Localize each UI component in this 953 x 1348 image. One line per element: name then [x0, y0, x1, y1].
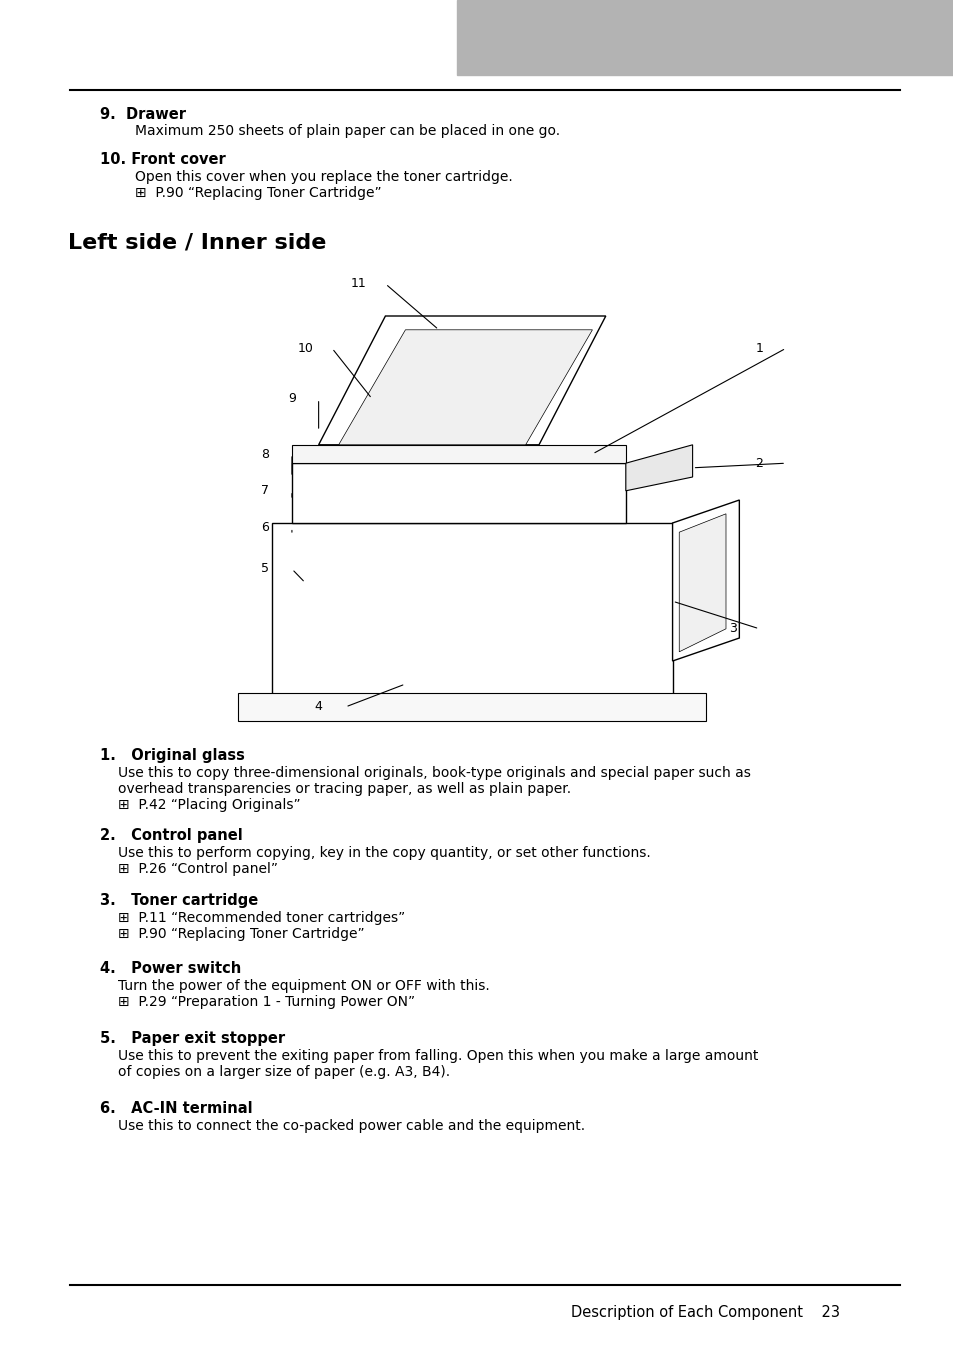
- Text: of copies on a larger size of paper (e.g. A3, B4).: of copies on a larger size of paper (e.g…: [118, 1065, 450, 1078]
- Text: Use this to connect the co-packed power cable and the equipment.: Use this to connect the co-packed power …: [118, 1119, 584, 1134]
- Text: 3.   Toner cartridge: 3. Toner cartridge: [100, 892, 258, 909]
- Text: Maximum 250 sheets of plain paper can be placed in one go.: Maximum 250 sheets of plain paper can be…: [135, 124, 559, 137]
- Text: 7: 7: [261, 484, 269, 497]
- Text: ⊞  P.90 “Replacing Toner Cartridge”: ⊞ P.90 “Replacing Toner Cartridge”: [118, 927, 364, 941]
- Polygon shape: [238, 693, 705, 721]
- Text: 9: 9: [288, 392, 295, 406]
- Text: 3: 3: [728, 623, 736, 635]
- Text: Use this to prevent the exiting paper from falling. Open this when you make a la: Use this to prevent the exiting paper fr…: [118, 1049, 758, 1064]
- Text: ⊞  P.26 “Control panel”: ⊞ P.26 “Control panel”: [118, 861, 277, 876]
- Text: 11: 11: [351, 278, 366, 290]
- Text: 6.   AC-IN terminal: 6. AC-IN terminal: [100, 1101, 253, 1116]
- Text: 5.   Paper exit stopper: 5. Paper exit stopper: [100, 1031, 285, 1046]
- Text: ⊞  P.29 “Preparation 1 - Turning Power ON”: ⊞ P.29 “Preparation 1 - Turning Power ON…: [118, 995, 415, 1010]
- Text: ⊞  P.42 “Placing Originals”: ⊞ P.42 “Placing Originals”: [118, 798, 300, 811]
- Text: 4: 4: [314, 701, 322, 713]
- Text: Left side / Inner side: Left side / Inner side: [68, 232, 326, 252]
- Polygon shape: [625, 445, 692, 491]
- Text: 1.   Original glass: 1. Original glass: [100, 748, 245, 763]
- Text: overhead transparencies or tracing paper, as well as plain paper.: overhead transparencies or tracing paper…: [118, 782, 571, 797]
- Text: Use this to perform copying, key in the copy quantity, or set other functions.: Use this to perform copying, key in the …: [118, 847, 650, 860]
- Polygon shape: [292, 464, 625, 523]
- Text: Use this to copy three-dimensional originals, book-type originals and special pa: Use this to copy three-dimensional origi…: [118, 766, 750, 780]
- Text: ⊞  P.90 “Replacing Toner Cartridge”: ⊞ P.90 “Replacing Toner Cartridge”: [135, 186, 381, 200]
- Polygon shape: [292, 445, 625, 464]
- Text: 10: 10: [297, 341, 313, 355]
- Text: Description of Each Component    23: Description of Each Component 23: [571, 1305, 840, 1320]
- Polygon shape: [272, 523, 672, 706]
- Polygon shape: [679, 514, 725, 652]
- Text: ⊞  P.11 “Recommended toner cartridges”: ⊞ P.11 “Recommended toner cartridges”: [118, 911, 405, 925]
- Text: 2.   Control panel: 2. Control panel: [100, 828, 242, 842]
- Text: Open this cover when you replace the toner cartridge.: Open this cover when you replace the ton…: [135, 170, 512, 183]
- Text: 2: 2: [755, 457, 762, 469]
- Polygon shape: [338, 330, 592, 445]
- Polygon shape: [672, 500, 739, 661]
- Polygon shape: [318, 315, 605, 445]
- Text: 4.   Power switch: 4. Power switch: [100, 961, 241, 976]
- Text: 5: 5: [261, 562, 269, 576]
- Text: 6: 6: [261, 522, 269, 534]
- Text: Turn the power of the equipment ON or OFF with this.: Turn the power of the equipment ON or OF…: [118, 979, 489, 993]
- Text: 8: 8: [261, 448, 269, 461]
- Text: 9.  Drawer: 9. Drawer: [100, 106, 186, 123]
- Text: 1: 1: [755, 341, 762, 355]
- Text: 10. Front cover: 10. Front cover: [100, 152, 226, 167]
